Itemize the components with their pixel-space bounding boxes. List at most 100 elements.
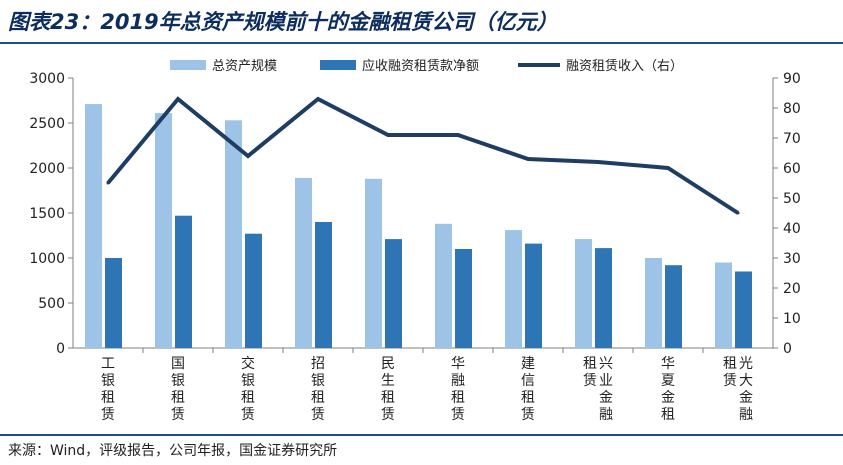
x-tick-label-char: 交 xyxy=(241,355,255,372)
bar-total-assets xyxy=(645,258,662,348)
x-tick-label-char: 赁 xyxy=(451,407,465,423)
chart-x-labels: 工银租赁国银租赁交银租赁招银租赁民生租赁华融租赁建信租赁租赁兴业金融华夏金租租赁… xyxy=(101,355,753,423)
bar-total-assets xyxy=(295,177,312,348)
x-tick-label-char: 赁 xyxy=(583,373,597,389)
bar-receivables xyxy=(245,233,262,348)
bar-total-assets xyxy=(365,178,382,348)
x-tick-label-char: 生 xyxy=(381,373,395,389)
point-income xyxy=(596,160,600,164)
title-divider xyxy=(0,42,843,44)
chart-axes: 0 500 1000 1500 2000 2500 3000 0 10 20 30 40 50 60 70 8… xyxy=(29,71,800,357)
x-tick-label-char: 赁 xyxy=(311,407,325,423)
x-tick-label-char: 金 xyxy=(661,390,675,406)
x-tick-label-char: 租 xyxy=(241,390,255,406)
bar-receivables xyxy=(455,249,472,348)
x-tick-label-char: 租 xyxy=(311,390,325,406)
legend-label-income: 融资租赁收入（右） xyxy=(566,59,683,74)
point-income xyxy=(526,157,530,161)
point-income xyxy=(176,97,180,101)
bar-receivables xyxy=(385,239,402,348)
bar-total-assets xyxy=(715,262,732,348)
y-right-tick-label: 40 xyxy=(783,221,801,237)
y-left-tick-label: 2000 xyxy=(29,161,65,177)
point-income xyxy=(456,133,460,137)
x-tick-label-char: 赁 xyxy=(381,407,395,423)
bar-total-assets xyxy=(155,113,172,348)
y-right-tick-label: 0 xyxy=(783,341,792,357)
x-tick-label-char: 租 xyxy=(451,390,465,406)
x-tick-label-char: 赁 xyxy=(171,407,185,423)
x-tick-label-char: 金 xyxy=(599,390,613,406)
bar-total-assets xyxy=(85,104,102,348)
bar-receivables xyxy=(735,271,752,348)
x-tick-label-char: 融 xyxy=(451,373,465,389)
x-tick-label-char: 租 xyxy=(661,407,675,423)
x-tick-label-char: 民 xyxy=(381,356,395,372)
x-tick-label-char: 租 xyxy=(381,390,395,406)
y-left-tick-label: 500 xyxy=(38,296,65,312)
x-tick-label-char: 光 xyxy=(739,356,753,372)
x-tick-label-char: 租 xyxy=(101,390,115,406)
point-income xyxy=(106,181,110,185)
legend-swatch-total-assets xyxy=(170,60,206,70)
x-tick-label-char: 融 xyxy=(739,407,753,423)
x-tick-label-char: 国 xyxy=(171,356,185,372)
y-right-tick-label: 50 xyxy=(783,191,801,207)
x-tick-label-char: 华 xyxy=(451,356,465,372)
x-tick-label-char: 租 xyxy=(723,356,737,372)
line-income xyxy=(106,96,740,215)
bar-total-assets xyxy=(225,120,242,348)
x-tick-label-char: 租 xyxy=(583,356,597,372)
y-right-tick-label: 30 xyxy=(783,251,801,267)
point-income xyxy=(386,133,390,137)
source-note: 来源：Wind，评级报告，公司年报，国金证券研究所 xyxy=(8,443,338,459)
x-tick-label-char: 租 xyxy=(171,390,185,406)
y-left-tick-label: 3000 xyxy=(29,71,65,87)
x-tick-label-char: 华 xyxy=(661,356,675,372)
y-right-tick-label: 80 xyxy=(783,101,801,117)
chart-line xyxy=(106,96,740,215)
x-tick-label-char: 银 xyxy=(241,373,255,389)
x-tick-label-char: 大 xyxy=(739,373,753,389)
y-right-tick-label: 70 xyxy=(783,131,801,147)
legend-label-receivables: 应收融资租赁款净额 xyxy=(362,58,479,74)
x-tick-label-char: 业 xyxy=(599,373,613,389)
x-tick-label-char: 银 xyxy=(101,373,115,389)
x-tick-label-char: 赁 xyxy=(101,407,115,423)
x-tick-label-char: 银 xyxy=(311,373,325,389)
x-tick-label-char: 融 xyxy=(599,407,613,423)
x-tick-label-char: 夏 xyxy=(661,373,675,389)
x-tick-label-char: 工 xyxy=(101,356,115,372)
chart-bars xyxy=(85,104,752,348)
bar-receivables xyxy=(105,258,122,348)
y-left-tick-label: 1000 xyxy=(29,251,65,267)
page-title: 图表23：2019年总资产规模前十的金融租赁公司（亿元） xyxy=(8,10,558,34)
bar-receivables xyxy=(525,243,542,348)
bar-total-assets xyxy=(575,239,592,348)
bar-receivables xyxy=(315,222,332,348)
x-tick-label-char: 建 xyxy=(521,356,535,372)
x-tick-label-char: 赁 xyxy=(241,407,255,423)
x-tick-label-char: 兴 xyxy=(599,356,613,372)
x-tick-label-char: 银 xyxy=(171,373,185,389)
x-tick-label-char: 信 xyxy=(521,373,535,389)
x-tick-label-char: 招 xyxy=(311,356,325,372)
bar-total-assets xyxy=(505,230,522,348)
x-tick-label-char: 租 xyxy=(521,390,535,406)
y-left-tick-label: 2500 xyxy=(29,116,65,132)
bar-receivables xyxy=(595,248,612,348)
y-left-tick-label: 0 xyxy=(56,341,65,357)
point-income xyxy=(666,166,670,170)
legend-label-total-assets: 总资产规模 xyxy=(212,59,277,74)
bar-total-assets xyxy=(435,223,452,348)
y-right-tick-label: 10 xyxy=(783,311,801,327)
legend-swatch-receivables xyxy=(320,60,356,70)
x-tick-label-char: 赁 xyxy=(723,373,737,389)
y-right-tick-label: 60 xyxy=(783,161,801,177)
point-income xyxy=(316,97,320,101)
point-income xyxy=(736,211,740,215)
y-left-tick-label: 1500 xyxy=(29,206,65,222)
y-right-tick-label: 90 xyxy=(783,71,801,87)
y-right-tick-label: 20 xyxy=(783,281,801,297)
